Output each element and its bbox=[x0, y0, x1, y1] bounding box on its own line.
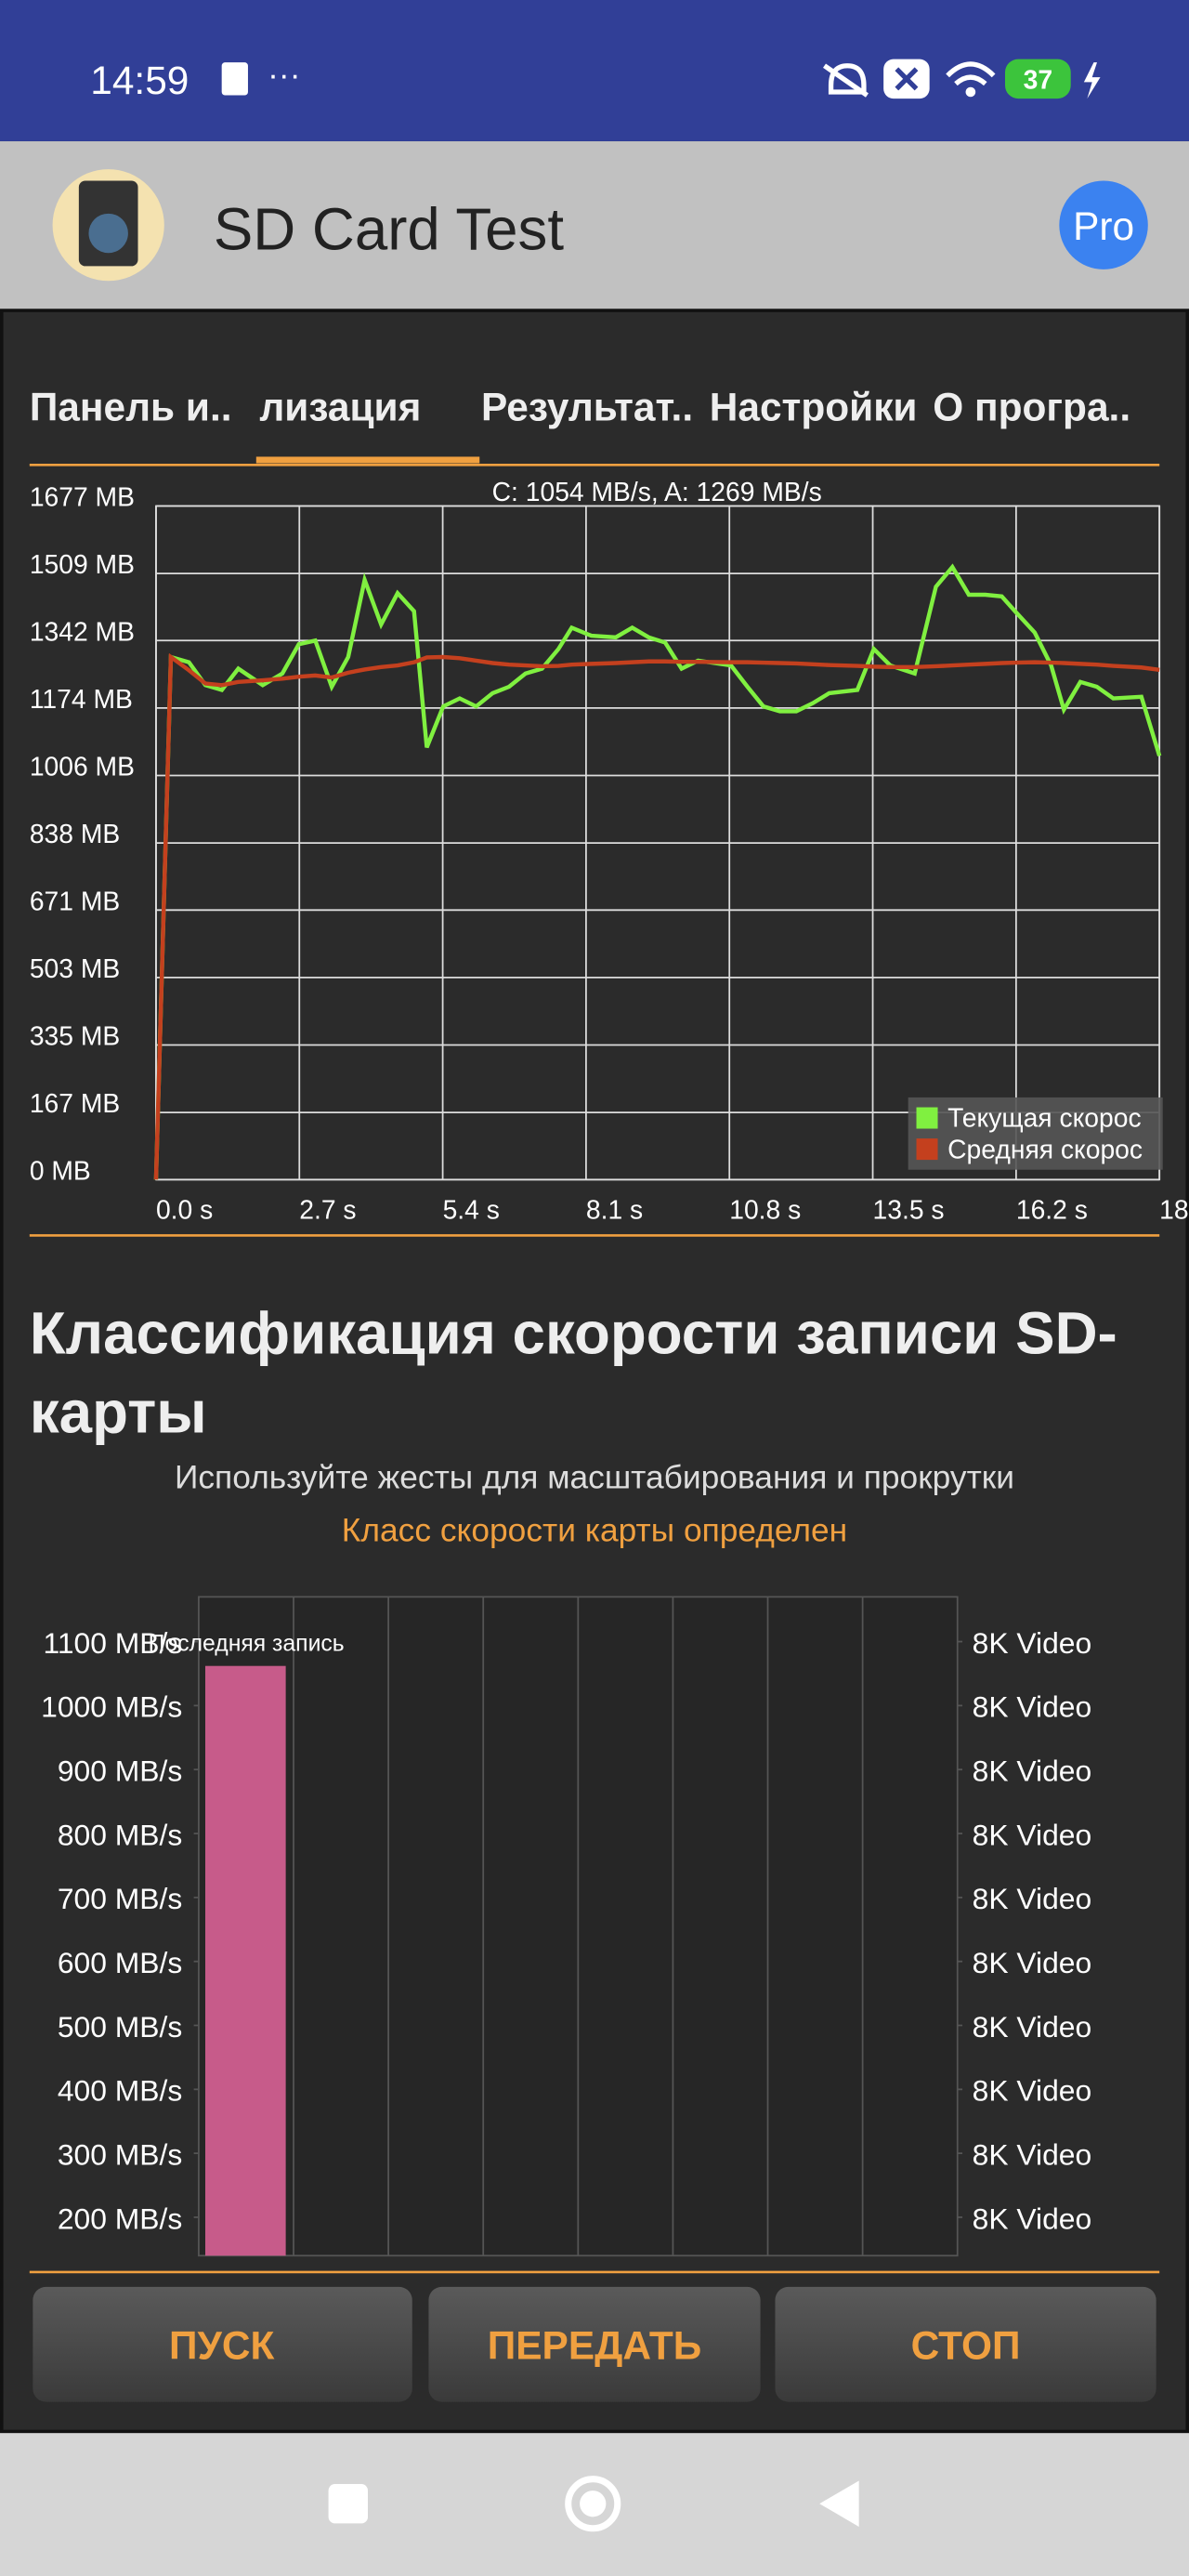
y-tick-label: 1509 MB bbox=[30, 549, 135, 579]
button-label[interactable]: СТОП bbox=[911, 2324, 1021, 2368]
wifi-dot bbox=[965, 86, 976, 98]
y-tick-label: 200 MB/s bbox=[58, 2201, 182, 2235]
y-tick-label: 800 MB/s bbox=[58, 1818, 182, 1851]
x-tick-label: 5.4 s bbox=[443, 1195, 500, 1225]
nav-back[interactable] bbox=[819, 2480, 859, 2527]
button-label[interactable]: ПЕРЕДАТЬ bbox=[488, 2324, 701, 2368]
y2-tick-label: 8K Video bbox=[973, 1626, 1092, 1660]
y-tick-label: 1006 MB bbox=[30, 752, 135, 782]
sd-icon bbox=[221, 62, 248, 96]
y2-tick-label: 8K Video bbox=[973, 2074, 1092, 2108]
y-tick-label: 400 MB/s bbox=[58, 2074, 182, 2108]
tab[interactable]: Результат.. bbox=[481, 386, 693, 429]
section-heading: Классификация скорости записи SD-карты bbox=[29, 1299, 1117, 1446]
x-tick-label: 10.8 s bbox=[729, 1195, 801, 1225]
y-tick-label: 1174 MB bbox=[30, 684, 133, 714]
chart-annotation: C: 1054 MB/s, A: 1269 MB/s bbox=[492, 477, 822, 506]
series-line bbox=[153, 652, 1160, 1180]
nav-home[interactable] bbox=[565, 2476, 621, 2532]
bar bbox=[204, 1665, 286, 2256]
charging-icon bbox=[1083, 62, 1101, 99]
y2-tick-label: 8K Video bbox=[973, 1882, 1092, 1915]
x-tick-label: 16.2 s bbox=[1016, 1195, 1088, 1225]
y-tick-label: 1000 MB/s bbox=[41, 1690, 182, 1724]
bar-category-label: Последняя запись bbox=[149, 1632, 345, 1657]
legend-label: Средняя скорос bbox=[947, 1134, 1143, 1163]
y-tick-label: 900 MB/s bbox=[58, 1755, 182, 1788]
app-title: SD Card Test bbox=[214, 197, 565, 263]
mute-icon bbox=[823, 63, 869, 98]
y-tick-label: 1100 MB/s bbox=[44, 1626, 183, 1660]
y-tick-label: 838 MB bbox=[30, 819, 120, 848]
tab[interactable]: О програ.. bbox=[933, 386, 1130, 429]
tab-indicator bbox=[255, 456, 480, 464]
button[interactable] bbox=[33, 2286, 412, 2402]
x-tick-label: 0.0 s bbox=[156, 1195, 213, 1225]
tab[interactable]: Панель и.. bbox=[30, 386, 232, 429]
y2-tick-label: 8K Video bbox=[973, 2138, 1092, 2172]
tab[interactable]: лизация bbox=[259, 386, 421, 429]
battery bbox=[1004, 59, 1071, 99]
y-tick-label: 0 MB bbox=[30, 1155, 91, 1185]
hint: Используйте жесты для масштабирования и … bbox=[175, 1460, 1014, 1496]
y2-tick-label: 8K Video bbox=[973, 2010, 1092, 2044]
y-tick-label: 671 MB bbox=[30, 886, 120, 915]
y-tick-label: 500 MB/s bbox=[58, 2010, 182, 2044]
x-tick-label: 18.9 s bbox=[1159, 1195, 1189, 1225]
battery-level: 37 bbox=[1024, 64, 1052, 94]
legend-box bbox=[908, 1097, 1163, 1170]
y-tick-label: 335 MB bbox=[30, 1021, 120, 1051]
app-icon-gauge bbox=[88, 213, 128, 254]
y-tick-label: 300 MB/s bbox=[58, 2138, 182, 2172]
y-tick-label: 167 MB bbox=[30, 1088, 120, 1118]
clock: 14:59 bbox=[90, 59, 189, 102]
legend-swatch bbox=[916, 1107, 938, 1129]
y2-tick-label: 8K Video bbox=[973, 1690, 1092, 1724]
y-tick-label: 600 MB/s bbox=[58, 1946, 182, 1979]
y-tick-label: 700 MB/s bbox=[58, 1882, 182, 1915]
status-text: Класс скорости карты определен bbox=[342, 1512, 847, 1548]
x-tick-label: 2.7 s bbox=[299, 1195, 356, 1225]
x-tick-label: 13.5 s bbox=[873, 1195, 945, 1225]
notif-x bbox=[895, 67, 919, 91]
legend-swatch bbox=[916, 1138, 938, 1161]
more-icon: ··· bbox=[268, 57, 300, 93]
y2-tick-label: 8K Video bbox=[973, 1818, 1092, 1851]
y2-tick-label: 8K Video bbox=[973, 1755, 1092, 1788]
pro-button[interactable] bbox=[1059, 180, 1148, 269]
nav-recents[interactable] bbox=[328, 2484, 369, 2524]
button[interactable] bbox=[428, 2286, 761, 2402]
button[interactable] bbox=[775, 2286, 1156, 2402]
button-label[interactable]: ПУСК bbox=[169, 2324, 274, 2368]
wifi-icon bbox=[946, 61, 996, 86]
app-bar bbox=[0, 141, 1189, 309]
y-tick-label: 1677 MB bbox=[30, 482, 135, 512]
y2-tick-label: 8K Video bbox=[973, 1946, 1092, 1979]
y-tick-label: 503 MB bbox=[30, 953, 120, 983]
pro-label[interactable]: Pro bbox=[1073, 204, 1134, 248]
tab[interactable]: Настройки bbox=[710, 386, 918, 429]
series-line bbox=[153, 563, 1162, 1180]
y2-tick-label: 8K Video bbox=[973, 2201, 1092, 2235]
nav-home-dot bbox=[580, 2491, 607, 2517]
y-tick-label: 1342 MB bbox=[30, 616, 135, 646]
legend-label: Текущая скорос bbox=[947, 1103, 1141, 1133]
x-tick-label: 8.1 s bbox=[586, 1195, 643, 1225]
